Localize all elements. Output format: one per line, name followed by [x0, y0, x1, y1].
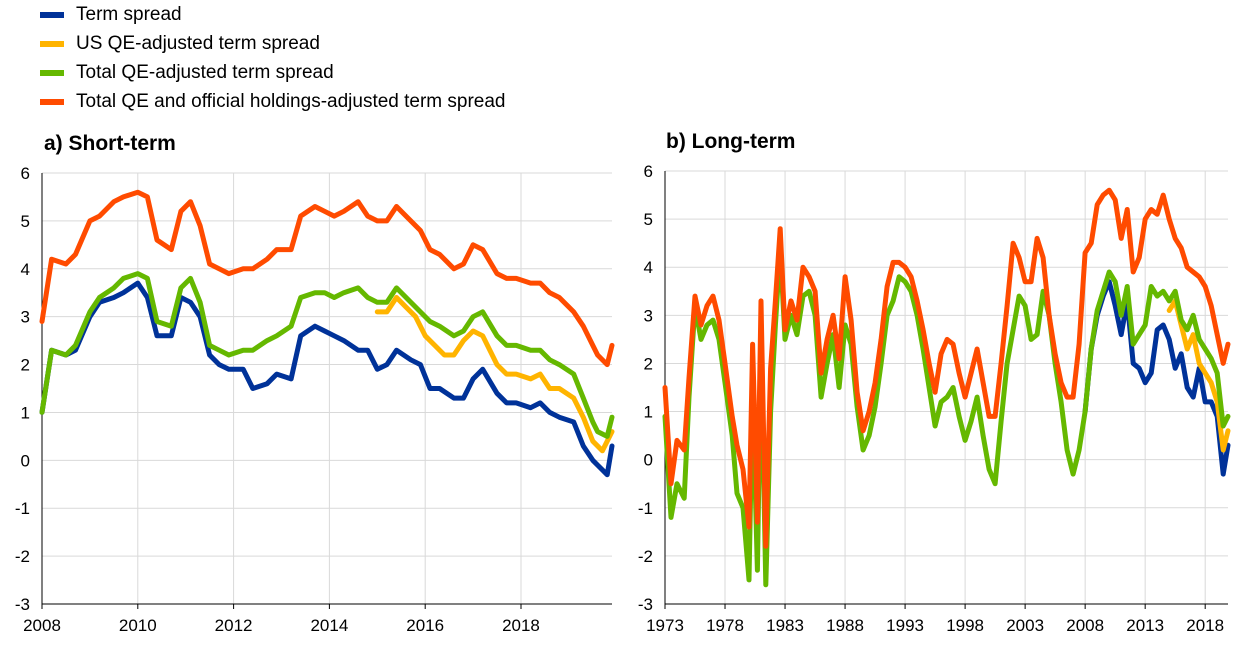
panel-title-long-term: b) Long-term: [666, 130, 796, 153]
short-term-y-tick-label: -2: [15, 547, 30, 566]
long-term-y-tick-label: -3: [638, 595, 653, 614]
short-term-y-tick-label: 1: [21, 403, 30, 422]
legend-swatch-term-spread: [40, 11, 64, 18]
short-term-y-tick-label: 5: [21, 212, 30, 231]
legend-swatch-us-qe: [40, 40, 64, 47]
legend-item-term-spread: Term spread: [40, 0, 506, 29]
long-term-y-tick-label: 1: [644, 403, 653, 422]
long-term-y-tick-label: -1: [638, 499, 653, 518]
short-term-x-tick-label: 2016: [406, 616, 444, 635]
panel-title-short-term: a) Short-term: [44, 132, 176, 155]
short-term-y-tick-label: 3: [21, 308, 30, 327]
long-term-x-tick-label: 2008: [1066, 616, 1104, 635]
long-term-x-tick-label: 1983: [766, 616, 804, 635]
long-term-y-tick-label: 0: [644, 451, 653, 470]
long-term-x-tick-label: 1988: [826, 616, 864, 635]
short-term-x-tick-label: 2012: [215, 616, 253, 635]
legend-item-us-qe: US QE-adjusted term spread: [40, 29, 506, 58]
long-term-y-tick-label: 2: [644, 354, 653, 373]
long-term-x-tick-label: 1993: [886, 616, 924, 635]
legend-label-total-qe: Total QE-adjusted term spread: [76, 61, 334, 83]
legend-item-total-qe: Total QE-adjusted term spread: [40, 58, 506, 87]
short-term-x-tick-label: 2014: [310, 616, 348, 635]
long-term-x-tick-label: 2003: [1006, 616, 1044, 635]
legend-label-term-spread: Term spread: [76, 3, 182, 25]
short-term-x-tick-label: 2008: [23, 616, 61, 635]
chart-legend: Term spread US QE-adjusted term spread T…: [40, 0, 506, 116]
long-term-x-tick-label: 2018: [1186, 616, 1224, 635]
short-term-y-tick-label: -1: [15, 499, 30, 518]
long-term-x-tick-label: 2013: [1126, 616, 1164, 635]
short-term-series-term-spread: [39, 280, 615, 478]
short-term-y-tick-label: 0: [21, 451, 30, 470]
long-term-series-total-qe-and-official-holdings-adjusted-term-spread: [662, 187, 1231, 549]
short-term-y-tick-label: -3: [15, 595, 30, 614]
legend-label-official: Total QE and official holdings-adjusted …: [76, 90, 506, 112]
short-term-series-us-qe-adjusted-term-spread: [374, 295, 615, 454]
legend-swatch-total-qe: [40, 69, 64, 76]
long-term-y-tick-label: 4: [644, 258, 653, 277]
long-term-y-tick-label: 3: [644, 306, 653, 325]
short-term-series-total-qe-adjusted-term-spread: [39, 271, 615, 439]
short-term-y-tick-label: 4: [21, 260, 30, 279]
long-term-series-total-qe-adjusted-term-spread: [662, 245, 1231, 588]
short-term-series-total-qe-and-official-holdings-adjusted-term-spread: [39, 189, 615, 368]
long-term-x-tick-label: 1973: [646, 616, 684, 635]
long-term-x-tick-label: 1978: [706, 616, 744, 635]
short-term-y-tick-label: 2: [21, 356, 30, 375]
long-term-y-tick-label: 6: [644, 162, 653, 181]
long-term-y-tick-label: -2: [638, 547, 653, 566]
long-term-x-tick-label: 1998: [946, 616, 984, 635]
short-term-y-tick-label: 6: [21, 164, 30, 183]
legend-swatch-official: [40, 98, 64, 105]
legend-item-official: Total QE and official holdings-adjusted …: [40, 87, 506, 116]
legend-label-us-qe: US QE-adjusted term spread: [76, 32, 320, 54]
long-term-y-tick-label: 5: [644, 210, 653, 229]
long-term-series-term-spread: [1082, 279, 1231, 477]
short-term-x-tick-label: 2010: [119, 616, 157, 635]
short-term-x-tick-label: 2018: [502, 616, 540, 635]
